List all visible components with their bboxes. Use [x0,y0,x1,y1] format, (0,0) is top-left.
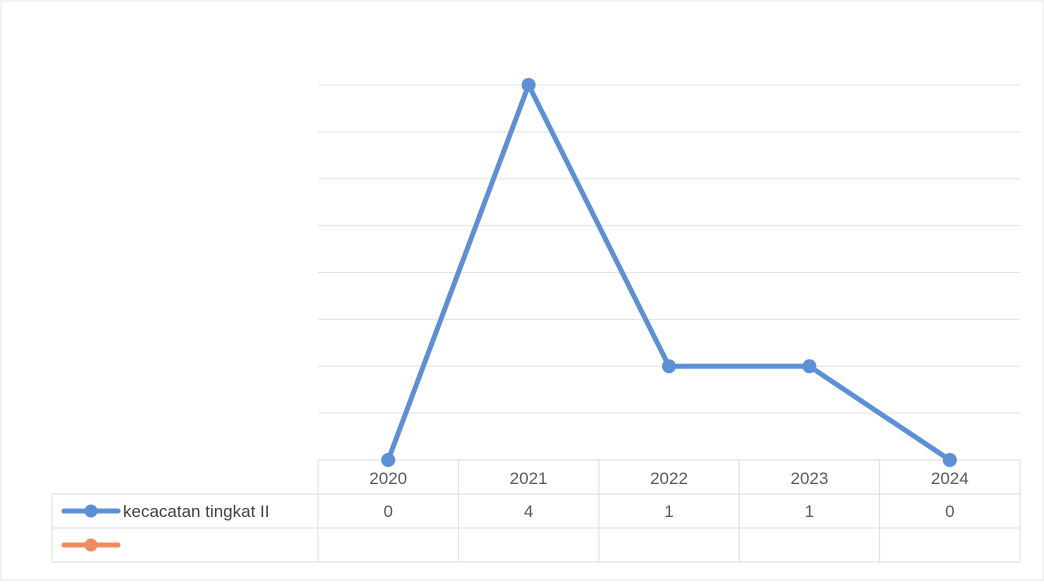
x-tick-label: 2024 [931,469,969,488]
legend-label: kecacatan tingkat II [123,502,269,521]
table-cell-value: 1 [664,502,673,521]
data-point [522,78,536,92]
x-tick-label: 2021 [510,469,548,488]
data-point [381,453,395,467]
table-cell-value: 0 [945,502,954,521]
data-point [802,359,816,373]
data-point [662,359,676,373]
table-cell-value: 1 [805,502,814,521]
legend-marker-key [85,539,98,552]
table-cell-value: 4 [524,502,533,521]
data-point [943,453,957,467]
table-cell-value: 0 [383,502,392,521]
x-tick-label: 2022 [650,469,688,488]
x-tick-label: 2023 [790,469,828,488]
legend-marker-key [85,505,98,518]
x-tick-label: 2020 [369,469,407,488]
